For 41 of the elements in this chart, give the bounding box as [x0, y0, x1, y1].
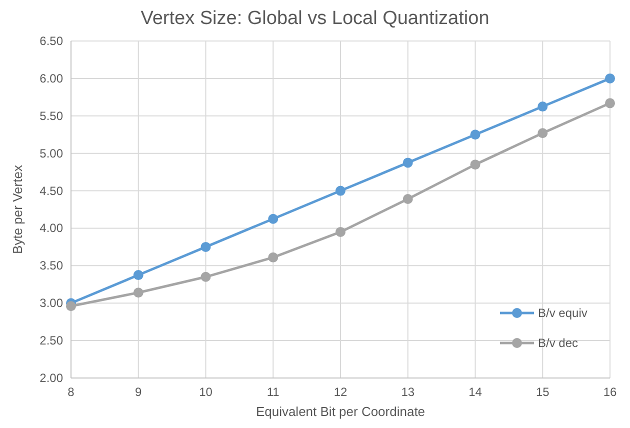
- x-tick-label: 12: [334, 385, 348, 399]
- y-tick-label: 5.00: [40, 146, 64, 160]
- chart-title: Vertex Size: Global vs Local Quantization: [140, 8, 490, 29]
- x-tick-label: 9: [135, 385, 142, 399]
- point: [336, 226, 346, 237]
- point: [538, 102, 548, 112]
- y-tick-label: 4.00: [40, 221, 64, 236]
- x-tick-label: 13: [401, 385, 415, 399]
- y-tick-label: 3.50: [40, 258, 64, 273]
- point: [268, 214, 278, 224]
- x-tick-label: 8: [68, 385, 75, 399]
- x-tick-label: 14: [468, 385, 482, 399]
- point: [470, 160, 480, 170]
- point: [268, 252, 278, 262]
- y-tick-label: 6.50: [40, 34, 64, 48]
- point: [200, 272, 211, 282]
- legend-label: B/v dec: [538, 336, 578, 350]
- point: [200, 242, 211, 252]
- point: [605, 98, 615, 108]
- x-tick-label: 11: [266, 385, 280, 399]
- x-axis-title: Equivalent Bit per Coordinate: [256, 404, 426, 419]
- point: [402, 194, 413, 204]
- point: [402, 158, 413, 168]
- y-tick-label: 6.00: [40, 71, 64, 86]
- y-tick-label: 4.50: [40, 184, 64, 198]
- x-tick-label: 15: [536, 385, 550, 399]
- point: [605, 73, 615, 84]
- point: [470, 130, 480, 140]
- y-tick-label: 2.00: [40, 371, 64, 385]
- y-tick-label: 2.50: [40, 334, 64, 348]
- point: [133, 270, 144, 280]
- point: [336, 186, 346, 196]
- legend-label: B/v equiv: [538, 306, 588, 320]
- point: [66, 301, 76, 312]
- x-tick-label: 16: [603, 385, 617, 399]
- point: [538, 128, 548, 138]
- y-tick-label: 3.00: [40, 296, 64, 310]
- y-axis-title: Byte per Vertex: [10, 164, 25, 254]
- x-tick-label: 10: [199, 385, 213, 399]
- point: [133, 288, 144, 298]
- y-tick-label: 5.50: [40, 108, 64, 123]
